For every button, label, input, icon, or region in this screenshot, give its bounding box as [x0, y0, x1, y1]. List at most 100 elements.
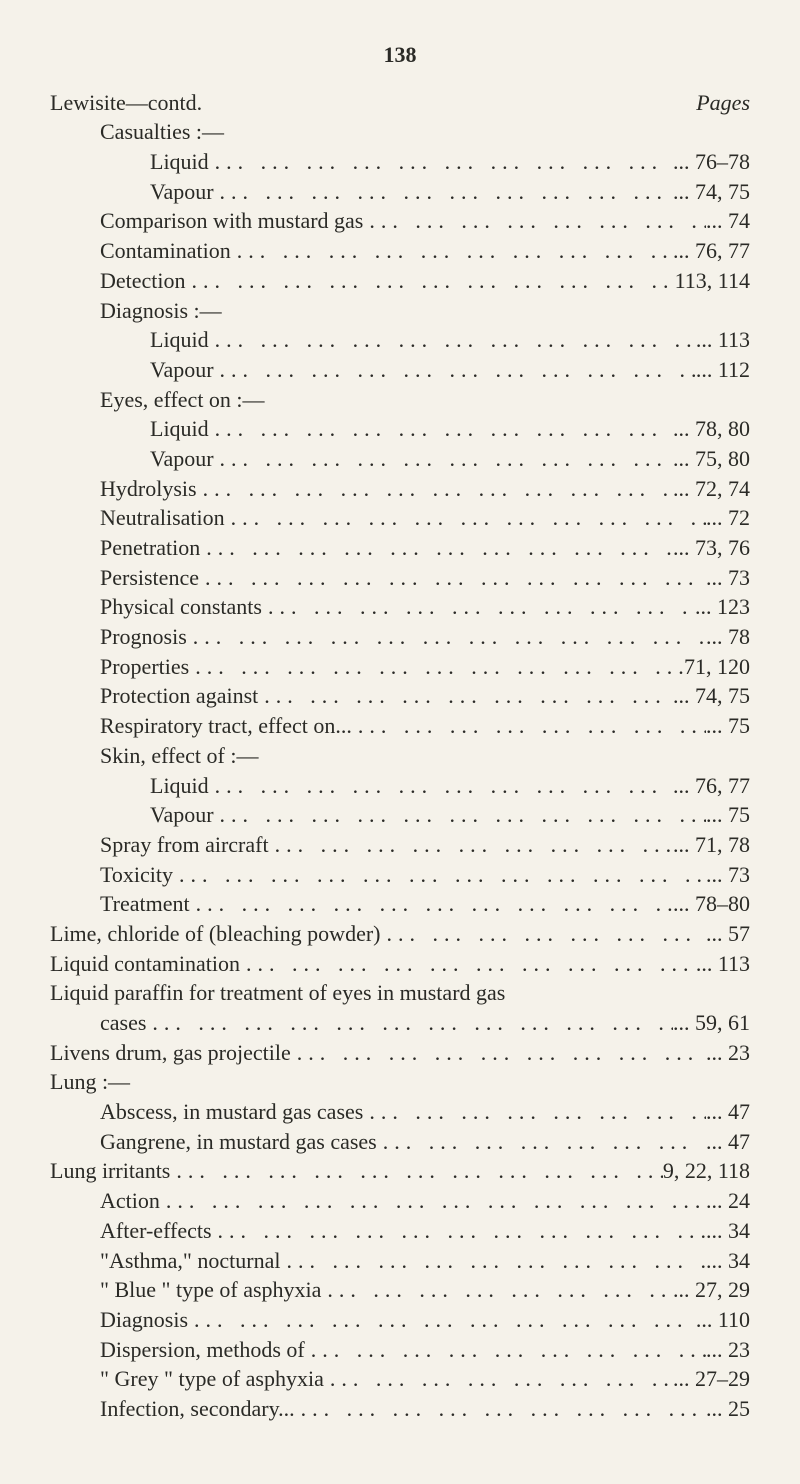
entry-pages: ... 27, 29: [673, 1275, 750, 1305]
entry-pages: ... 23: [706, 1335, 750, 1365]
index-entry: "Asthma," nocturnal... ... ... ... ... .…: [50, 1246, 750, 1276]
entry-label: Protection against: [100, 681, 258, 711]
dot-leader: ... ... ... ... ... ... ... ... ... ... …: [186, 266, 675, 296]
entry-label: After-effects: [100, 1216, 212, 1246]
entry-label: Lung irritants: [50, 1156, 170, 1186]
entry-pages: ... 76, 77: [673, 236, 750, 266]
entry-label: Casualties :—: [100, 117, 224, 147]
entry-label: cases: [100, 1008, 146, 1038]
entry-pages: ... 27–29: [673, 1364, 750, 1394]
entry-pages: ... 25: [706, 1394, 750, 1424]
entry-pages: ... 113: [696, 949, 750, 979]
dot-leader: ... ... ... ... ... ... ... ... ... ... …: [363, 1097, 706, 1127]
index-entry: After-effects... ... ... ... ... ... ...…: [50, 1216, 750, 1246]
index-entry: Liquid... ... ... ... ... ... ... ... ..…: [50, 325, 750, 355]
index-entry: Dispersion, methods of... ... ... ... ..…: [50, 1335, 750, 1365]
index-entry: Liquid contamination... ... ... ... ... …: [50, 949, 750, 979]
entry-pages: ... 123: [695, 592, 750, 622]
index-entry: Infection, secondary...... ... ... ... .…: [50, 1394, 750, 1424]
entry-pages: ... 34: [706, 1246, 750, 1276]
entry-pages: 9, 22, 118: [663, 1156, 750, 1186]
entry-label: Diagnosis :—: [100, 296, 222, 326]
entry-pages: ... 73: [706, 563, 750, 593]
index-entry: Treatment... ... ... ... ... ... ... ...…: [50, 889, 750, 919]
entry-label: Vapour: [150, 177, 214, 207]
dot-leader: ... ... ... ... ... ... ... ... ... ... …: [146, 1008, 673, 1038]
index-entry: Abscess, in mustard gas cases... ... ...…: [50, 1097, 750, 1127]
entry-label: Liquid: [150, 325, 209, 355]
entry-pages: ... 72: [706, 503, 750, 533]
index-entry: Diagnosis :—: [50, 296, 750, 326]
dot-leader: ... ... ... ... ... ... ... ... ... ... …: [160, 1186, 706, 1216]
dot-leader: ... ... ... ... ... ... ... ... ... ... …: [305, 1335, 706, 1365]
entry-pages: ... 75: [706, 800, 750, 830]
entry-label: Spray from aircraft: [100, 830, 269, 860]
pages-heading: Pages: [696, 88, 750, 118]
index-entry: Vapour... ... ... ... ... ... ... ... ..…: [50, 444, 750, 474]
entry-label: Toxicity: [100, 860, 173, 890]
index-entry: Liquid paraffin for treatment of eyes in…: [50, 978, 750, 1008]
entry-pages: ... 110: [696, 1305, 750, 1335]
entry-pages: ... 47: [706, 1127, 750, 1157]
index-entry: Toxicity... ... ... ... ... ... ... ... …: [50, 860, 750, 890]
entry-pages: ... 73, 76: [673, 533, 750, 563]
page-number: 138: [50, 40, 750, 70]
dot-leader: ... ... ... ... ... ... ... ... ... ... …: [352, 711, 706, 741]
entry-label: Abscess, in mustard gas cases: [100, 1097, 363, 1127]
entry-label: Livens drum, gas projectile: [50, 1038, 291, 1068]
index-entry: Hydrolysis... ... ... ... ... ... ... ..…: [50, 474, 750, 504]
index-entry: Eyes, effect on :—: [50, 385, 750, 415]
index-entry: Penetration... ... ... ... ... ... ... .…: [50, 533, 750, 563]
dot-leader: ... ... ... ... ... ... ... ... ... ... …: [258, 681, 673, 711]
dot-leader: ... ... ... ... ... ... ... ... ... ... …: [295, 1394, 706, 1424]
index-entry: Persistence... ... ... ... ... ... ... .…: [50, 563, 750, 593]
dot-leader: ... ... ... ... ... ... ... ... ... ... …: [200, 533, 673, 563]
index-entry: Protection against... ... ... ... ... ..…: [50, 681, 750, 711]
index-entry: Neutralisation... ... ... ... ... ... ..…: [50, 503, 750, 533]
entry-label: Comparison with mustard gas: [100, 206, 363, 236]
dot-leader: ... ... ... ... ... ... ... ... ... ... …: [209, 414, 673, 444]
index-entry: Prognosis... ... ... ... ... ... ... ...…: [50, 622, 750, 652]
entry-label: Vapour: [150, 355, 214, 385]
index-entries: Lewisite—contd.PagesCasualties :—Liquid.…: [50, 88, 750, 1424]
entry-pages: ... 78: [706, 622, 750, 652]
index-entry: Comparison with mustard gas... ... ... .…: [50, 206, 750, 236]
dot-leader: ... ... ... ... ... ... ... ... ... ... …: [214, 177, 673, 207]
entry-label: " Blue " type of asphyxia: [100, 1275, 321, 1305]
entry-label: Liquid: [150, 147, 209, 177]
index-entry: Liquid... ... ... ... ... ... ... ... ..…: [50, 147, 750, 177]
dot-leader: ... ... ... ... ... ... ... ... ... ... …: [214, 444, 673, 474]
dot-leader: ... ... ... ... ... ... ... ... ... ... …: [262, 592, 695, 622]
dot-leader: ... ... ... ... ... ... ... ... ... ... …: [212, 1216, 706, 1246]
dot-leader: ... ... ... ... ... ... ... ... ... ... …: [199, 563, 706, 593]
entry-label: Action: [100, 1186, 160, 1216]
entry-label: Gangrene, in mustard gas cases: [100, 1127, 377, 1157]
entry-label: Liquid paraffin for treatment of eyes in…: [50, 978, 505, 1008]
entry-label: Contamination: [100, 236, 231, 266]
index-entry: Respiratory tract, effect on...... ... .…: [50, 711, 750, 741]
index-entry: " Blue " type of asphyxia... ... ... ...…: [50, 1275, 750, 1305]
dot-leader: ... ... ... ... ... ... ... ... ... ... …: [240, 949, 696, 979]
entry-label: Skin, effect of :—: [100, 741, 258, 771]
dot-leader: ... ... ... ... ... ... ... ... ... ... …: [225, 503, 706, 533]
index-entry: Lung :—: [50, 1067, 750, 1097]
entry-label: "Asthma," nocturnal: [100, 1246, 280, 1276]
index-entry: Lung irritants... ... ... ... ... ... ..…: [50, 1156, 750, 1186]
index-entry: Liquid... ... ... ... ... ... ... ... ..…: [50, 414, 750, 444]
entry-pages: ... 34: [706, 1216, 750, 1246]
index-entry: Casualties :—: [50, 117, 750, 147]
dot-leader: ... ... ... ... ... ... ... ... ... ... …: [189, 652, 684, 682]
index-entry: Spray from aircraft... ... ... ... ... .…: [50, 830, 750, 860]
entry-label: Detection: [100, 266, 186, 296]
dot-leader: ... ... ... ... ... ... ... ... ... ... …: [173, 860, 706, 890]
entry-pages: ... 71, 78: [673, 830, 750, 860]
index-entry: Lime, chloride of (bleaching powder)... …: [50, 919, 750, 949]
entry-pages: ... 74, 75: [673, 177, 750, 207]
index-entry: Skin, effect of :—: [50, 741, 750, 771]
dot-leader: ... ... ... ... ... ... ... ... ... ... …: [377, 1127, 706, 1157]
dot-leader: ... ... ... ... ... ... ... ... ... ... …: [209, 771, 673, 801]
dot-leader: ... ... ... ... ... ... ... ... ... ... …: [209, 147, 673, 177]
entry-label: Lung :—: [50, 1067, 130, 1097]
dot-leader: ... ... ... ... ... ... ... ... ... ... …: [363, 206, 706, 236]
entry-pages: ... 112: [696, 355, 750, 385]
